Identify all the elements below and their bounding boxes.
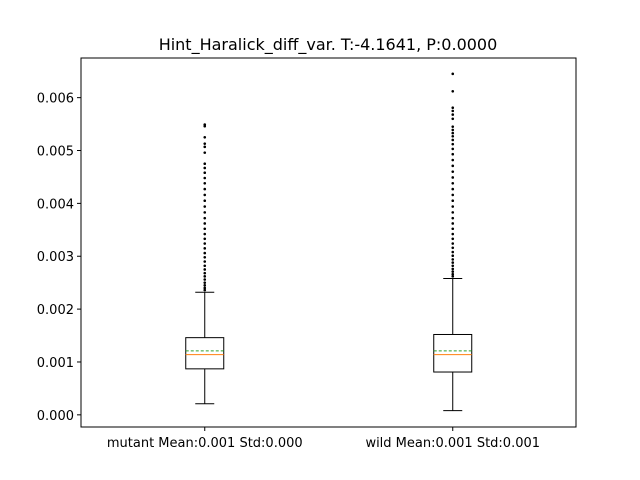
- flier-point: [203, 284, 207, 287]
- chart-title: Hint_Haralick_diff_var. T:-4.1641, P:0.0…: [159, 35, 498, 55]
- flier-point: [203, 151, 207, 154]
- flier-point: [451, 267, 455, 271]
- flier-point: [451, 170, 455, 173]
- flier-point: [451, 261, 455, 264]
- flier-point: [451, 117, 455, 121]
- flier-point: [451, 242, 455, 245]
- flier-point: [451, 272, 455, 276]
- flier-point: [451, 181, 455, 185]
- flier-point: [451, 254, 455, 258]
- flier-point: [203, 264, 207, 268]
- y-tick-label: 0.004: [37, 197, 74, 212]
- flier-point: [451, 270, 455, 273]
- flier-point: [451, 134, 455, 138]
- flier-point: [203, 251, 207, 255]
- flier-point: [451, 72, 455, 76]
- flier-point: [203, 216, 207, 220]
- flier-point: [451, 187, 455, 191]
- flier-point: [203, 135, 207, 139]
- y-axis: 0.000 0.001 0.002 0.003 0.004 0.005 0.006: [37, 92, 81, 424]
- flier-point: [203, 199, 207, 203]
- flier-point: [203, 286, 207, 290]
- plot-area: [185, 72, 473, 412]
- flier-point: [451, 211, 455, 214]
- flier-point: [451, 125, 455, 129]
- flier-point: [451, 275, 455, 278]
- flier-point: [203, 162, 207, 166]
- flier-point: [203, 205, 207, 208]
- flier-point: [451, 227, 455, 231]
- flier-point: [203, 288, 207, 292]
- y-tick-label: 0.000: [37, 409, 74, 424]
- flier-point: [203, 278, 207, 281]
- flier-point: [203, 123, 207, 126]
- box-1: [185, 123, 225, 405]
- flier-point: [451, 109, 455, 113]
- flier-point: [451, 222, 455, 225]
- flier-point: [203, 181, 207, 185]
- y-tick-label: 0.001: [37, 356, 74, 371]
- flier-point: [203, 166, 207, 170]
- y-tick-label: 0.003: [37, 250, 74, 265]
- flier-point: [451, 142, 455, 146]
- flier-point: [451, 158, 455, 162]
- x-tick-label: mutant Mean:0.001 Std:0.000: [107, 436, 303, 451]
- flier-point: [451, 113, 455, 116]
- box-rect: [185, 337, 225, 370]
- flier-point: [203, 271, 207, 275]
- flier-point: [203, 237, 207, 241]
- flier-point: [451, 250, 455, 254]
- flier-point: [451, 246, 455, 250]
- box-rect: [433, 333, 473, 373]
- flier-point: [451, 131, 455, 135]
- flier-point: [203, 281, 207, 284]
- flier-point: [203, 171, 207, 175]
- y-tick-label: 0.006: [37, 92, 74, 107]
- flier-point: [451, 128, 455, 132]
- flier-point: [203, 187, 207, 191]
- flier-point: [451, 199, 455, 203]
- flier-point: [451, 147, 455, 151]
- flier-point: [203, 275, 207, 278]
- flier-point: [203, 222, 207, 225]
- flier-point: [451, 232, 455, 236]
- flier-point: [451, 138, 455, 142]
- flier-point: [203, 142, 207, 145]
- flier-point: [203, 227, 207, 231]
- axes-frame: [80, 57, 577, 428]
- flier-point: [203, 256, 207, 259]
- y-tick-label: 0.005: [37, 145, 74, 160]
- flier-point: [203, 232, 207, 236]
- flier-point: [451, 205, 455, 208]
- flier-point: [451, 106, 455, 109]
- flier-point: [203, 176, 207, 180]
- flier-point: [203, 193, 207, 197]
- flier-point: [451, 176, 455, 179]
- x-axis: mutant Mean:0.001 Std:0.000 wild Mean:0.0…: [107, 427, 540, 451]
- flier-point: [203, 260, 207, 263]
- flier-point: [203, 242, 207, 245]
- x-tick-label: wild Mean:0.001 Std:0.001: [365, 436, 540, 451]
- y-tick-label: 0.002: [37, 303, 74, 318]
- flier-point: [451, 152, 455, 156]
- flier-point: [451, 237, 455, 241]
- box-2: [433, 72, 473, 412]
- flier-point: [451, 90, 455, 93]
- flier-point: [451, 264, 455, 268]
- flier-point: [203, 247, 207, 250]
- flier-point: [203, 145, 207, 149]
- flier-point: [451, 193, 455, 197]
- flier-point: [451, 164, 455, 168]
- flier-point: [203, 211, 207, 214]
- flier-point: [451, 258, 455, 261]
- flier-point: [451, 216, 455, 220]
- flier-point: [203, 268, 207, 271]
